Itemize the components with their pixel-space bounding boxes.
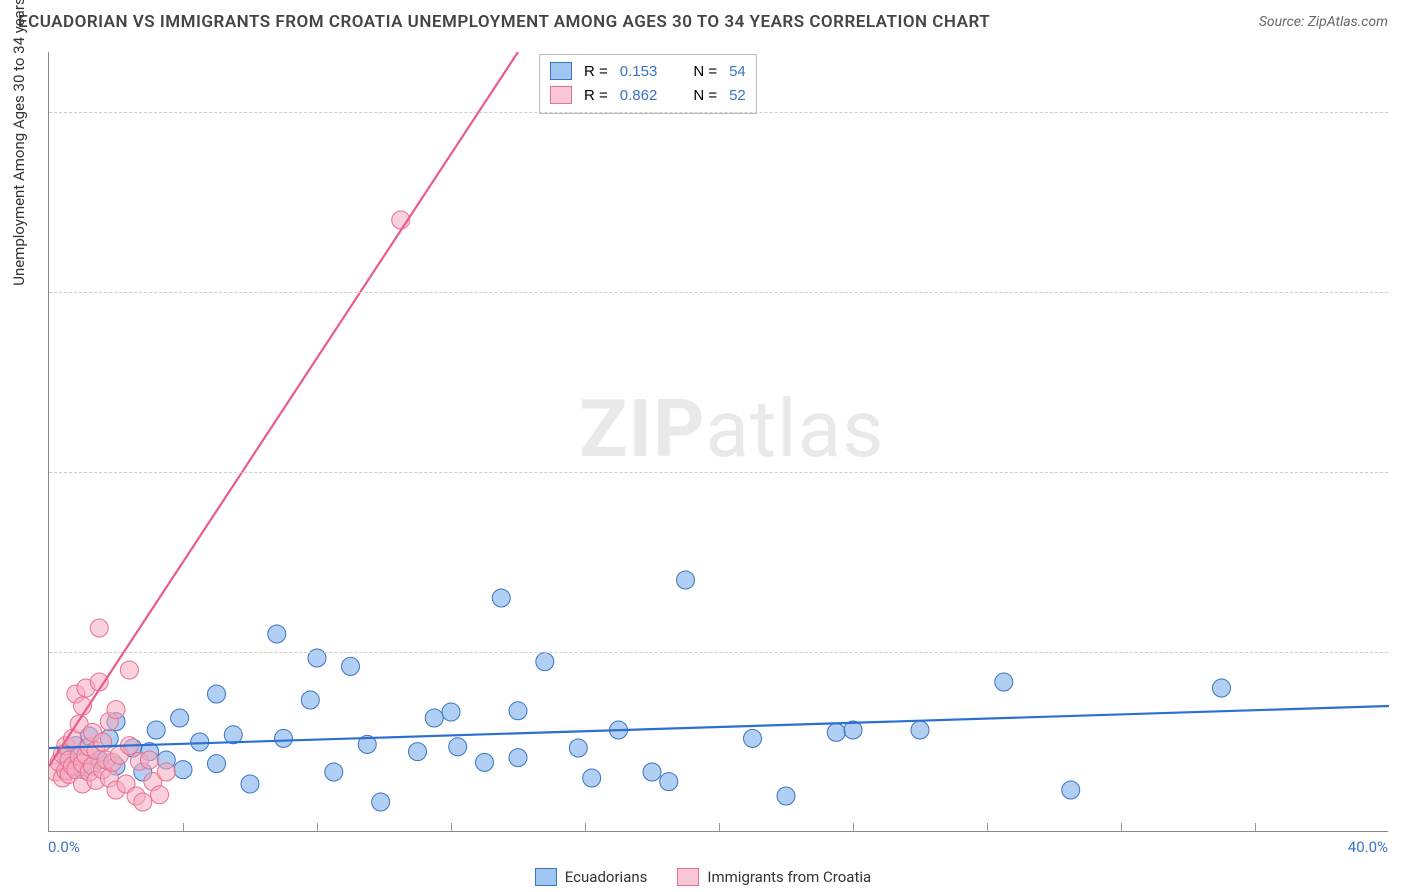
- legend-swatch: [550, 62, 572, 80]
- x-tick-max: 40.0%: [1348, 838, 1388, 856]
- data-point: [509, 749, 527, 767]
- data-point: [147, 721, 165, 739]
- legend-label: Ecuadorians: [565, 868, 648, 886]
- y-tick: 60.0%: [1393, 103, 1406, 121]
- data-point: [509, 702, 527, 720]
- data-point: [995, 673, 1013, 691]
- x-minor-tick: [1121, 823, 1122, 831]
- data-point: [536, 653, 554, 671]
- data-point: [174, 761, 192, 779]
- r-label: R =: [584, 87, 608, 104]
- legend-swatch: [677, 868, 699, 886]
- scatter-svg: [49, 52, 1389, 832]
- gridline: [49, 112, 1388, 113]
- data-point: [107, 701, 125, 719]
- data-point: [569, 739, 587, 757]
- data-point: [643, 763, 661, 781]
- data-point: [442, 703, 460, 721]
- gridline: [49, 292, 1388, 293]
- data-point: [911, 721, 929, 739]
- legend-label: Immigrants from Croatia: [707, 868, 871, 886]
- gridline: [49, 652, 1388, 653]
- x-minor-tick: [853, 823, 854, 831]
- data-point: [208, 755, 226, 773]
- x-minor-tick: [451, 823, 452, 831]
- y-tick: 30.0%: [1393, 463, 1406, 481]
- data-point: [372, 793, 390, 811]
- data-point: [157, 763, 175, 781]
- data-point: [777, 787, 795, 805]
- legend-swatch: [550, 86, 572, 104]
- regression-line: [49, 52, 518, 766]
- r-label: R =: [584, 63, 608, 80]
- data-point: [409, 743, 427, 761]
- data-point: [425, 709, 443, 727]
- chart-title: ECUADORIAN VS IMMIGRANTS FROM CROATIA UN…: [18, 12, 990, 32]
- data-point: [492, 589, 510, 607]
- n-value: 52: [729, 87, 746, 104]
- x-tick-min: 0.0%: [48, 838, 80, 856]
- data-point: [342, 657, 360, 675]
- data-point: [583, 769, 601, 787]
- x-minor-tick: [719, 823, 720, 831]
- r-value: 0.862: [620, 87, 658, 104]
- data-point: [1213, 679, 1231, 697]
- data-point: [134, 793, 152, 811]
- data-point: [275, 729, 293, 747]
- data-point: [827, 723, 845, 741]
- stats-row: R = 0.153 N = 54: [550, 59, 746, 83]
- x-minor-tick: [1255, 823, 1256, 831]
- data-point: [301, 691, 319, 709]
- x-minor-tick: [183, 823, 184, 831]
- stats-legend: R = 0.153 N = 54 R = 0.862 N = 52: [539, 54, 757, 114]
- data-point: [141, 751, 159, 769]
- legend-item: Immigrants from Croatia: [677, 868, 871, 886]
- data-point: [90, 619, 108, 637]
- data-point: [120, 661, 138, 679]
- data-point: [744, 729, 762, 747]
- y-tick: 45.0%: [1393, 283, 1406, 301]
- data-point: [1062, 781, 1080, 799]
- data-point: [660, 773, 678, 791]
- n-label: N =: [693, 63, 717, 80]
- n-label: N =: [693, 87, 717, 104]
- legend-item: Ecuadorians: [535, 868, 648, 886]
- x-minor-tick: [987, 823, 988, 831]
- data-point: [476, 753, 494, 771]
- data-point: [94, 733, 112, 751]
- stats-row: R = 0.862 N = 52: [550, 83, 746, 107]
- data-point: [208, 685, 226, 703]
- n-value: 54: [729, 63, 746, 80]
- legend-swatch: [535, 868, 557, 886]
- x-minor-tick: [585, 823, 586, 831]
- data-point: [325, 763, 343, 781]
- data-point: [171, 709, 189, 727]
- r-value: 0.153: [620, 63, 658, 80]
- regression-line: [49, 706, 1389, 748]
- data-point: [268, 625, 286, 643]
- data-point: [677, 571, 695, 589]
- y-axis-label: Unemployment Among Ages 30 to 34 years: [10, 0, 28, 286]
- data-point: [151, 786, 169, 804]
- data-point: [241, 775, 259, 793]
- x-minor-tick: [317, 823, 318, 831]
- gridline: [49, 472, 1388, 473]
- y-tick: 15.0%: [1393, 643, 1406, 661]
- series-legend: Ecuadorians Immigrants from Croatia: [0, 868, 1406, 886]
- plot-area: ZIPatlas R =0.153N =54R =0.862N =52 15.0…: [48, 52, 1388, 832]
- data-point: [449, 738, 467, 756]
- source-label: Source: ZipAtlas.com: [1259, 14, 1388, 30]
